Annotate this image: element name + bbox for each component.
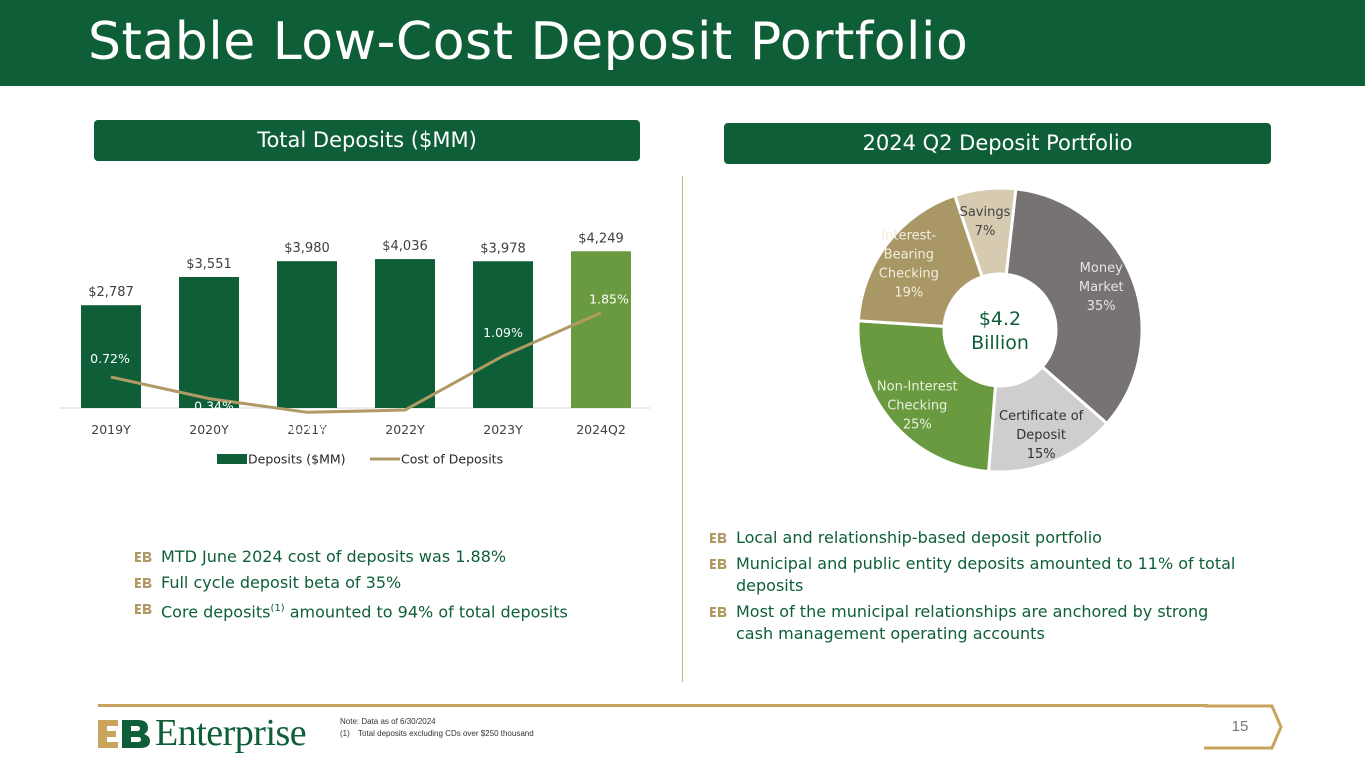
x-tick-label: 2020Y xyxy=(189,422,229,437)
bar-2021Y xyxy=(277,261,337,408)
left-bullet-list: MTD June 2024 cost of deposits was 1.88%… xyxy=(134,546,584,627)
bullet-text: Full cycle deposit beta of 35% xyxy=(161,573,402,592)
x-tick-label: 2021Y xyxy=(287,422,327,437)
bullet-text-pre: Core deposits xyxy=(161,602,271,622)
note-text: Total deposits excluding CDs over $250 t… xyxy=(358,729,534,738)
bullet-icon xyxy=(710,559,727,569)
logo-mark-icon xyxy=(98,720,150,748)
deposit-portfolio-donut: Money Market 35% Certificate of Deposit 15% No… xyxy=(856,186,1144,474)
cost-of-deposits-line xyxy=(110,311,602,414)
right-section-header: 2024 Q2 Deposit Portfolio xyxy=(724,123,1271,164)
total-deposits-chart: $2,787 2019Y $3,551 2020Y $3,980 2021Y $4,036 2… xyxy=(60,231,650,467)
bullet-text: Local and relationship-based deposit por… xyxy=(736,528,1102,547)
x-tick-label: 2023Y xyxy=(483,422,523,437)
line-value-label: 0.10% xyxy=(287,419,327,434)
bar-value-label: $3,978 xyxy=(480,241,526,256)
bar-2020Y xyxy=(179,277,239,408)
bullet-text: Most of the municipal relationships are … xyxy=(736,602,1209,643)
bullet-icon xyxy=(135,578,152,588)
line-value-label: 1.85% xyxy=(589,292,629,307)
x-tick-label: 2024Q2 xyxy=(576,422,626,437)
donut-slice-0 xyxy=(1004,187,1144,426)
bullet-item: Local and relationship-based deposit por… xyxy=(709,527,1249,549)
right-bullet-list: Local and relationship-based deposit por… xyxy=(709,527,1249,649)
page-title: Stable Low-Cost Deposit Portfolio xyxy=(88,12,969,72)
bar-value-label: $3,551 xyxy=(186,257,232,272)
note-line-1: Note: Data as of 6/30/2024 xyxy=(340,717,436,726)
bar-value-label: $3,980 xyxy=(284,241,330,256)
bullet-text: Municipal and public entity deposits amo… xyxy=(736,554,1236,595)
bullet-icon xyxy=(710,607,727,617)
page-tab-shape xyxy=(1204,704,1283,750)
page-number: 15 xyxy=(1231,718,1249,735)
title-bar: Stable Low-Cost Deposit Portfolio xyxy=(0,0,1365,86)
bullet-text: MTD June 2024 cost of deposits was 1.88% xyxy=(161,547,507,566)
donut-slice-label: Certificate of Deposit 15% xyxy=(999,409,1084,462)
bullet-text-post: amounted to 94% of total deposits xyxy=(284,602,568,622)
bullet-item: Core deposits(1) amounted to 94% of tota… xyxy=(134,598,584,623)
donut-slice-4 xyxy=(952,186,1018,279)
footnote-marker: (1) xyxy=(270,603,285,614)
page-number-badge: 15 xyxy=(1202,704,1284,750)
bullet-icon xyxy=(710,533,727,543)
logo-text: Enterprise xyxy=(155,712,307,754)
line-value-label: 1.09% xyxy=(483,325,523,340)
bar-2024Q2 xyxy=(571,251,631,408)
bullet-item: Municipal and public entity deposits amo… xyxy=(709,553,1249,597)
bar-value-label: $4,249 xyxy=(578,231,624,246)
legend-label-deposits: Deposits ($MM) xyxy=(248,452,346,467)
line-value-label: 0.72% xyxy=(90,351,130,366)
note-number: (1) xyxy=(340,729,350,738)
donut-slice-2 xyxy=(856,319,998,474)
donut-slice-3 xyxy=(856,193,985,328)
footnote: Note: Data as of 6/30/2024 (1) Total depo… xyxy=(340,716,534,740)
bullet-item: MTD June 2024 cost of deposits was 1.88% xyxy=(134,546,584,568)
donut-slice-label: Savings 7% xyxy=(960,205,1011,239)
legend-swatch-deposits xyxy=(217,454,247,464)
donut-slice-label: Money Market 35% xyxy=(1079,261,1124,314)
x-tick-label: 2022Y xyxy=(385,422,425,437)
bar-2019Y xyxy=(81,305,141,408)
column-divider xyxy=(682,176,683,682)
bullet-icon xyxy=(135,552,152,562)
bar-value-label: $4,036 xyxy=(382,239,428,254)
bullet-icon xyxy=(135,604,152,614)
line-value-label: 0.34% xyxy=(194,399,234,414)
bar-2022Y xyxy=(375,259,435,408)
note-line-2: (1) Total deposits excluding CDs over $25… xyxy=(340,728,534,740)
enterprise-logo: Enterprise xyxy=(96,710,326,754)
bullet-item: Full cycle deposit beta of 35% xyxy=(134,572,584,594)
donut-slice-1 xyxy=(986,364,1110,474)
left-section-header: Total Deposits ($MM) xyxy=(94,120,640,161)
bullet-item: Most of the municipal relationships are … xyxy=(709,601,1249,645)
footer-rule xyxy=(98,704,1208,707)
bar-value-label: $2,787 xyxy=(88,285,134,300)
legend-label-cost: Cost of Deposits xyxy=(401,452,503,467)
donut-slice-label: Non-Interest Checking 25% xyxy=(877,380,958,433)
x-tick-label: 2019Y xyxy=(91,422,131,437)
bar-2023Y xyxy=(473,261,533,408)
donut-center-label: $4.2 Billion xyxy=(971,308,1029,354)
line-value-label: 0.14% xyxy=(385,411,425,426)
donut-slice-label: Interest-Bearing Checking 19% xyxy=(879,228,939,300)
